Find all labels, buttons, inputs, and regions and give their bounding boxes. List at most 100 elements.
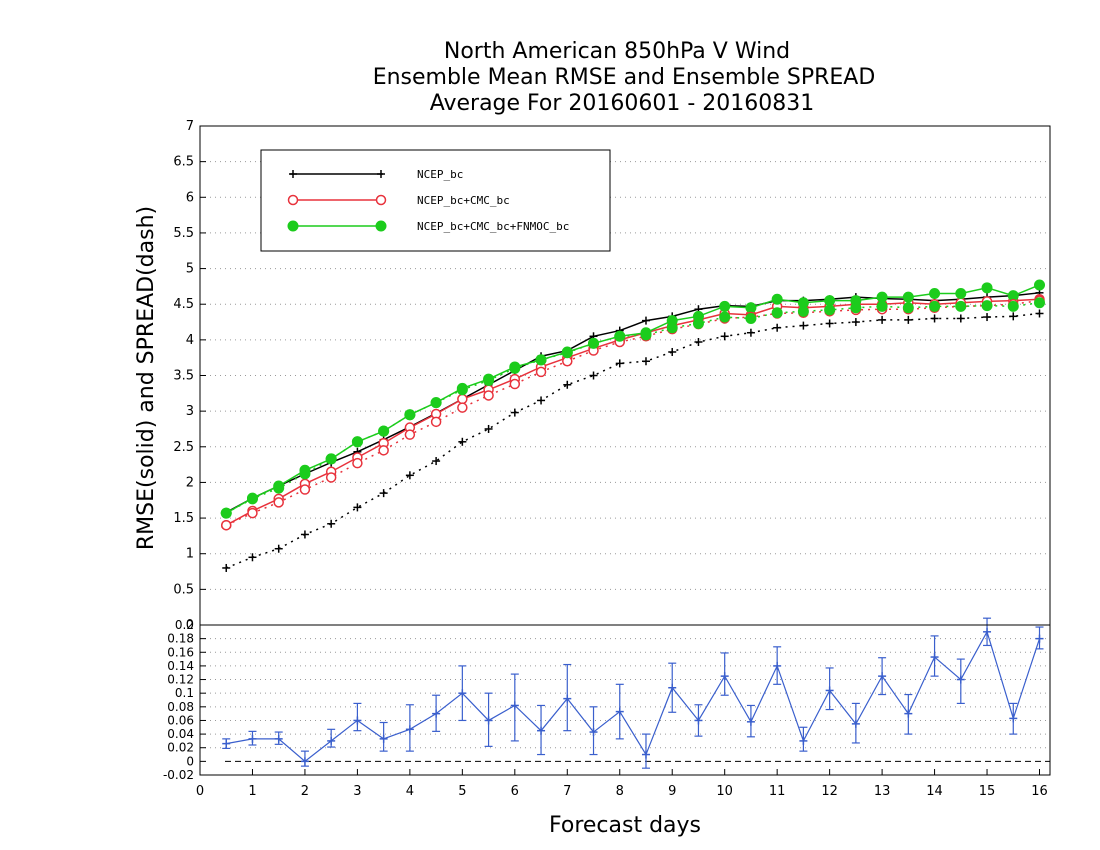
open-circle-marker <box>247 507 258 519</box>
title-line-1: North American 850hPa V Wind <box>444 39 790 64</box>
top-y-tick-label: 1 <box>186 547 194 562</box>
filled-circle-marker <box>771 307 783 319</box>
bottom-y-tick-label: 0.02 <box>167 741 194 755</box>
filled-circle-marker <box>876 291 888 303</box>
x-tick-label: 12 <box>821 784 838 799</box>
filled-circle-marker <box>351 436 363 448</box>
filled-circle-marker <box>246 493 258 505</box>
x-tick-label: 13 <box>874 784 891 799</box>
rmse-spread-panel: 0.5 1 1.5 2 2.5 3 3.5 4 4.5 5 5.5 6 6.5 7 0 RMSE(solid… <box>134 119 1051 633</box>
filled-circle-marker <box>483 374 495 386</box>
filled-circle-marker <box>375 220 387 232</box>
series-ncep-bc-cmc-bc <box>220 293 1045 531</box>
filled-circle-marker <box>692 317 704 329</box>
x-tick-label: 5 <box>458 784 466 799</box>
filled-circle-marker <box>561 347 573 359</box>
series-dash-3 <box>222 309 1044 572</box>
top-y-tick-label: 0.5 <box>173 582 194 597</box>
bottom-y-tick-label: 0.04 <box>167 727 194 741</box>
x-tick-label: 3 <box>353 784 361 799</box>
filled-circle-marker <box>955 300 967 312</box>
rmse-line <box>225 298 1040 526</box>
filled-circle-marker <box>220 507 232 519</box>
open-circle-marker <box>378 445 389 456</box>
open-circle-marker <box>299 484 311 495</box>
x-tick-label: 0 <box>196 784 204 799</box>
bottom-y-tick-label: 0 <box>186 754 194 768</box>
legend: NCEP_bc NCEP_bc+CMC_bc NCEP_bc+CMC_bc+FNMO… <box>260 149 611 252</box>
filled-circle-marker <box>745 302 757 314</box>
bottom-y-tick-label: 0.16 <box>167 645 194 659</box>
filled-circle-marker <box>509 362 521 374</box>
series-ncep-bc-cmc-bc-fnmoc-bc <box>220 279 1046 519</box>
filled-circle-marker <box>719 300 731 312</box>
filled-circle-marker <box>666 322 678 334</box>
filled-circle-marker <box>771 293 783 305</box>
top-y-tick-label: 7 <box>186 119 194 134</box>
top-y-ticks: 0.5 1 1.5 2 2.5 3 3.5 4 4.5 5 5.5 6 6.5 7 0 <box>173 119 206 633</box>
filled-circle-marker <box>325 453 337 465</box>
open-circle-marker <box>483 390 494 401</box>
filled-circle-marker <box>456 384 468 396</box>
bottom-y-tick-label: -0.02 <box>163 768 194 782</box>
bottom-y-tick-label: 0.14 <box>167 659 194 673</box>
filled-circle-marker <box>929 288 941 300</box>
x-tick-label: 8 <box>616 784 624 799</box>
x-tick-label: 7 <box>563 784 571 799</box>
filled-circle-marker <box>981 282 993 294</box>
bottom-y-tick-label: 0.18 <box>167 632 194 646</box>
filled-circle-marker <box>1034 297 1046 309</box>
open-circle-marker <box>220 519 232 531</box>
filled-circle-marker <box>614 330 626 342</box>
open-circle-marker <box>375 194 387 206</box>
bottom-gridlines <box>200 638 1050 776</box>
difference-series <box>222 617 1044 769</box>
open-circle-marker <box>404 429 416 440</box>
bottom-plot-frame <box>199 624 1051 776</box>
x-tick-label: 9 <box>668 784 676 799</box>
top-y-tick-label: 4.5 <box>173 297 194 312</box>
x-axis-title: Forecast days <box>549 813 701 838</box>
top-y-tick-label: 6 <box>186 190 194 205</box>
top-y-tick-label: 6.5 <box>173 155 194 170</box>
top-y-tick-label: 4 <box>186 333 194 348</box>
filled-circle-marker <box>273 482 285 494</box>
series-dash-5 <box>220 297 1046 519</box>
bottom-x-ticks: 0 1 2 3 4 5 6 7 8 9 10 11 12 13 14 15 16 <box>196 769 1048 799</box>
open-circle-marker <box>430 416 442 428</box>
filled-circle-marker <box>902 302 914 314</box>
filled-circle-marker <box>981 300 993 312</box>
x-tick-label: 10 <box>716 784 733 799</box>
x-tick-label: 14 <box>926 784 943 799</box>
filled-circle-marker <box>1034 279 1046 291</box>
top-y-tick-label: 2.5 <box>173 440 194 455</box>
open-circle-marker <box>509 378 521 390</box>
difference-panel: -0.0200.020.040.060.080.10.120.140.160.1… <box>163 617 1051 838</box>
open-circle-marker <box>457 393 468 405</box>
series-dash-4 <box>220 295 1045 531</box>
x-tick-label: 1 <box>248 784 256 799</box>
bottom-y-tick-label: 0.1 <box>175 686 194 700</box>
bottom-y-tick-label: 0.12 <box>167 673 194 687</box>
open-circle-marker <box>457 402 468 413</box>
difference-line <box>226 630 1041 763</box>
x-tick-label: 2 <box>301 784 309 799</box>
x-tick-label: 6 <box>511 784 519 799</box>
top-y-tick-label: 3.5 <box>173 369 194 384</box>
title-line-2: Ensemble Mean RMSE and Ensemble SPREAD <box>373 65 876 90</box>
open-circle-marker <box>535 366 547 378</box>
top-y-tick-label: 5 <box>186 262 194 277</box>
top-y-tick-label: 1.5 <box>173 511 194 526</box>
bottom-y-tick-label: 0.08 <box>167 700 194 714</box>
rmse-line <box>225 284 1040 514</box>
filled-circle-marker <box>955 288 967 300</box>
legend-label: NCEP_bc <box>417 168 463 181</box>
filled-circle-marker <box>299 468 311 480</box>
filled-circle-marker <box>588 337 600 349</box>
filled-circle-marker <box>745 312 757 324</box>
open-circle-marker <box>287 194 299 206</box>
title-line-3: Average For 20160601 - 20160831 <box>430 91 815 116</box>
filled-circle-marker <box>929 300 941 312</box>
spread-line <box>225 312 1040 569</box>
legend-label: NCEP_bc+CMC_bc+FNMOC_bc <box>417 220 569 233</box>
